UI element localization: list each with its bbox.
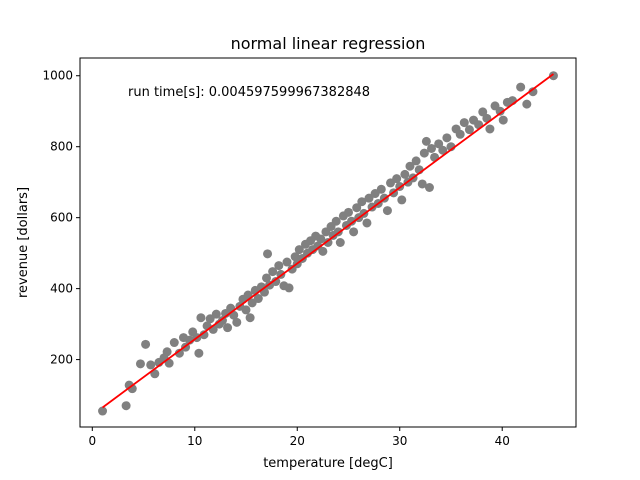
data-point [316, 234, 326, 244]
data-point [419, 148, 429, 158]
data-point [196, 313, 206, 323]
chart-title: normal linear regression [231, 34, 426, 53]
y-tick-label: 600 [50, 211, 73, 225]
data-point [516, 82, 526, 92]
data-point [241, 305, 251, 315]
data-point [343, 207, 353, 217]
data-point [162, 347, 172, 357]
data-point [349, 227, 359, 237]
data-point [421, 136, 431, 146]
x-tick-label: 0 [88, 434, 96, 448]
data-point [141, 339, 151, 349]
data-point [174, 348, 184, 358]
data-point [347, 216, 357, 226]
data-point [357, 197, 367, 207]
data-point [397, 195, 407, 205]
data-point [323, 238, 333, 247]
data-point [121, 401, 131, 411]
data-point [205, 314, 215, 324]
data-point [262, 273, 272, 283]
data-point [217, 316, 227, 326]
data-point [455, 129, 465, 139]
plot-area [79, 57, 577, 428]
data-point [498, 115, 508, 125]
data-point [282, 257, 292, 267]
data-point [284, 283, 294, 293]
regression-line [102, 73, 554, 409]
data-point [522, 99, 532, 109]
data-point [194, 348, 204, 358]
x-axis-label: temperature [degC] [263, 456, 393, 471]
data-point [495, 106, 505, 116]
x-tick-label: 30 [392, 434, 407, 448]
data-point [405, 161, 415, 171]
data-point [376, 184, 386, 194]
data-point [245, 313, 255, 323]
x-tick-label: 10 [187, 434, 202, 448]
data-point [135, 359, 145, 369]
data-point [528, 87, 538, 97]
data-point [424, 183, 434, 193]
y-tick-label: 200 [50, 353, 73, 367]
data-point [98, 406, 108, 416]
y-tick-label: 400 [50, 282, 73, 296]
data-point [417, 179, 427, 189]
data-point [223, 323, 233, 333]
y-axis-label: revenue [dollars] [16, 187, 31, 298]
data-point [459, 118, 469, 128]
data-point [400, 169, 410, 179]
scatter-points [98, 71, 558, 416]
data-point [335, 238, 345, 247]
data-point [290, 252, 300, 262]
y-axis: 200 400 600 800 1000 [42, 69, 80, 367]
data-point [548, 71, 558, 81]
data-point [268, 267, 278, 277]
x-tick-label: 20 [290, 434, 305, 448]
y-tick-label: 800 [50, 140, 73, 154]
data-point [382, 206, 392, 216]
data-point [331, 216, 341, 226]
data-point [294, 245, 304, 255]
data-point [271, 277, 281, 287]
y-tick-label: 1000 [42, 69, 73, 83]
data-point [438, 145, 448, 155]
data-point [352, 203, 362, 213]
x-axis: 0 10 20 30 40 [88, 427, 510, 448]
data-point [211, 309, 221, 319]
data-point [411, 156, 421, 166]
run-time-annotation: run time[s]: 0.004597599967382848 [128, 85, 370, 100]
data-point [485, 124, 495, 134]
data-point [392, 174, 402, 184]
regression-line-group [102, 73, 554, 409]
data-point [362, 218, 372, 228]
data-point [169, 338, 179, 348]
data-point [434, 139, 444, 149]
data-point [364, 193, 374, 203]
data-point [199, 330, 209, 340]
data-point [464, 125, 474, 135]
data-point [478, 107, 488, 117]
data-point [232, 317, 242, 327]
data-point [427, 143, 437, 153]
data-point [253, 294, 263, 304]
data-point [274, 261, 284, 271]
data-point [263, 249, 273, 259]
data-point [318, 246, 328, 256]
x-tick-label: 40 [495, 434, 510, 448]
data-point [146, 360, 156, 370]
data-point [442, 133, 452, 143]
